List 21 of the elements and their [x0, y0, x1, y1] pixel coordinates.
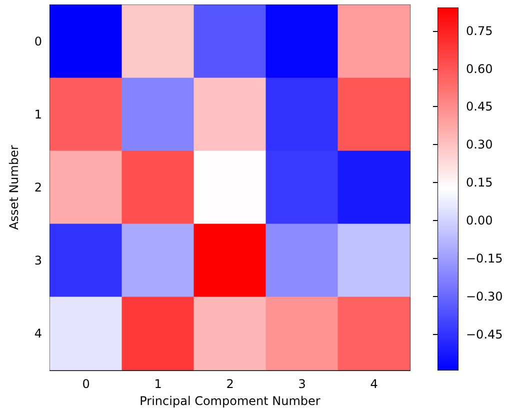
- color-bar-label: 0.45: [466, 100, 493, 114]
- x-tick-label: 2: [226, 377, 234, 391]
- y-tick-label: 1: [34, 108, 42, 122]
- color-bar-label: 0.75: [466, 24, 493, 38]
- y-tick-label: 0: [34, 34, 42, 48]
- x-tick-label: 1: [154, 377, 162, 391]
- color-bar-label: 0.15: [466, 176, 493, 190]
- y-axis-title: Asset Number: [7, 145, 21, 230]
- x-tick-label: 4: [370, 377, 378, 391]
- color-bar-label: −0.45: [466, 328, 503, 342]
- x-tick-label: 0: [82, 377, 90, 391]
- color-bar-label: 0.60: [466, 62, 493, 76]
- color-bar-label: 0.00: [466, 214, 493, 228]
- color-bar-label: −0.30: [466, 290, 503, 304]
- y-tick-label: 4: [34, 326, 42, 340]
- y-tick-label: 3: [34, 254, 42, 268]
- x-tick-label: 3: [298, 377, 306, 391]
- x-axis-title: Principal Compoment Number: [140, 394, 320, 408]
- y-tick-label: 2: [34, 180, 42, 194]
- color-bar-label: −0.15: [466, 252, 503, 266]
- color-bar-label: 0.30: [466, 138, 493, 152]
